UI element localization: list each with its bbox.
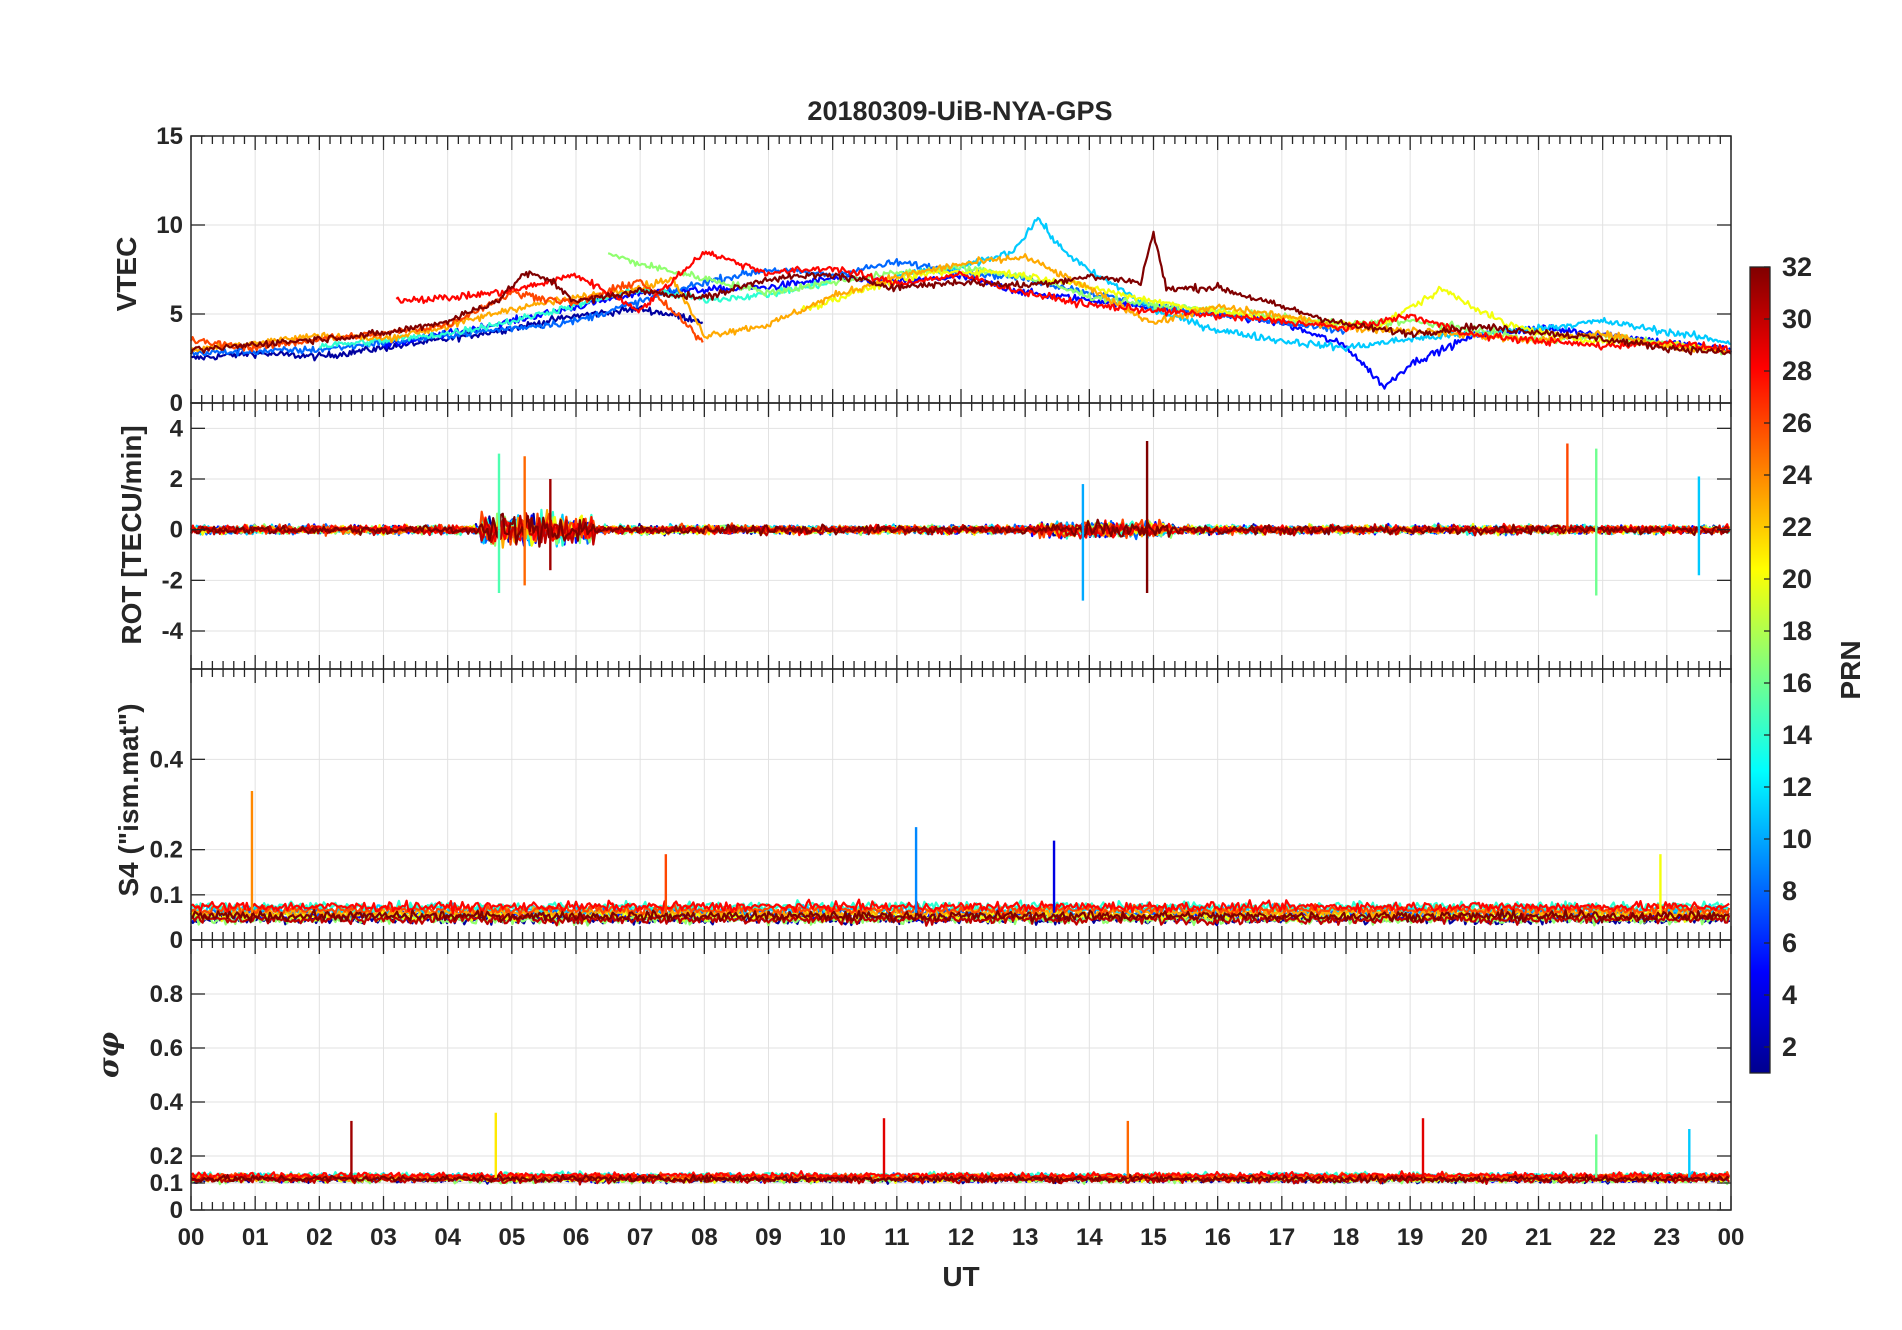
colorbar-tick-label: 28 bbox=[1782, 356, 1812, 386]
rot-traces bbox=[190, 441, 1731, 601]
panel-vtec: 0 5 10 15 VTEC bbox=[111, 123, 1733, 417]
colorbar-tick-label: 2 bbox=[1782, 1032, 1797, 1062]
vtec-trace-prn-23 bbox=[190, 253, 1732, 355]
sigma-phi-ylabel: σφ bbox=[92, 1031, 125, 1078]
colorbar-tick-label: 14 bbox=[1782, 720, 1812, 750]
x-tick-label: 18 bbox=[1333, 1224, 1360, 1251]
figure-title: 20180309-UiB-NYA-GPS bbox=[807, 96, 1112, 126]
x-axis-label: UT bbox=[942, 1261, 979, 1292]
sigma-phi-ticks: 00.10.2 0.4 0.6 0.8 bbox=[150, 939, 1732, 1224]
vtec-grid bbox=[190, 135, 1732, 404]
vtec-trace-prn-32 bbox=[189, 230, 1732, 356]
x-tick-label: 07 bbox=[627, 1224, 654, 1251]
s4-ytick-label: 0.4 bbox=[150, 746, 184, 773]
colorbar-tick-label: 18 bbox=[1782, 616, 1812, 646]
x-tick-label: 03 bbox=[370, 1224, 397, 1251]
colorbar-tick-label: 22 bbox=[1782, 512, 1812, 542]
x-tick-label: 23 bbox=[1653, 1224, 1680, 1251]
x-tick-label: 13 bbox=[1012, 1224, 1039, 1251]
panel-s4: 0 0.1 0.2 0.4 S4 ("ism.mat") bbox=[113, 668, 1732, 954]
vtec-trace-prn-11 bbox=[896, 216, 1732, 352]
x-tick-label: 15 bbox=[1140, 1224, 1167, 1251]
rot-trace-prn-32 bbox=[190, 512, 1731, 548]
sig-ytick-label: 0.4 bbox=[150, 1089, 184, 1116]
rot-grid bbox=[190, 403, 1732, 669]
x-tick-labels: 00 01 02 03 04 05 06 07 08 09 10 11 12 13 14 15 16 17 18 19… bbox=[178, 1224, 1745, 1251]
sig-ytick-label: 0.8 bbox=[150, 981, 183, 1008]
s4-ytick-label: 0 bbox=[170, 927, 183, 954]
x-tick-label: 04 bbox=[434, 1224, 461, 1251]
sig-trace-prn-32 bbox=[190, 1173, 1730, 1185]
sig-ytick-label: 0 bbox=[170, 1197, 183, 1224]
rot-ticks: -4 -2 0 2 4 bbox=[162, 402, 1732, 670]
x-tick-label: 00 bbox=[1718, 1224, 1745, 1251]
x-tick-label: 16 bbox=[1204, 1224, 1231, 1251]
x-tick-label: 17 bbox=[1268, 1224, 1295, 1251]
x-tick-label: 05 bbox=[498, 1224, 525, 1251]
vtec-ytick-label: 15 bbox=[156, 123, 183, 150]
panel-rot: -4 -2 0 2 4 ROT [TECU/min] bbox=[116, 402, 1732, 670]
colorbar-tick-label: 20 bbox=[1782, 564, 1812, 594]
vtec-ytick-label: 0 bbox=[170, 390, 183, 417]
colorbar-tick-label: 30 bbox=[1782, 304, 1812, 334]
x-tick-label: 20 bbox=[1461, 1224, 1488, 1251]
vtec-ylabel: VTEC bbox=[111, 237, 142, 312]
x-tick-label: 00 bbox=[178, 1224, 205, 1251]
x-tick-label: 14 bbox=[1076, 1224, 1103, 1251]
vtec-traces bbox=[189, 216, 1733, 390]
colorbar-tick-label: 6 bbox=[1782, 928, 1797, 958]
panel-sigma-phi: 00.10.2 0.4 0.6 0.8 σφ bbox=[92, 939, 1732, 1224]
x-tick-label: 01 bbox=[242, 1224, 269, 1251]
s4-ylabel: S4 ("ism.mat") bbox=[113, 703, 144, 896]
colorbar-tick-label: 10 bbox=[1782, 824, 1812, 854]
s4-trace-prn-28 bbox=[190, 898, 1730, 915]
vtec-ytick-label: 10 bbox=[156, 212, 183, 239]
x-tick-label: 21 bbox=[1525, 1224, 1552, 1251]
s4-trace-prn-26 bbox=[190, 902, 1731, 917]
rot-ytick-label: -4 bbox=[162, 618, 184, 645]
s4-traces bbox=[189, 790, 1731, 927]
s4-ytick-label: 0.2 bbox=[150, 837, 183, 864]
s4-trace-prn-32 bbox=[190, 908, 1730, 924]
s4-grid bbox=[190, 669, 1732, 941]
colorbar-label: PRN bbox=[1835, 640, 1866, 699]
rot-ytick-label: 4 bbox=[170, 415, 184, 442]
colorbar-gradient bbox=[1749, 266, 1771, 1074]
x-tick-label: 22 bbox=[1589, 1224, 1616, 1251]
vtec-ytick-label: 5 bbox=[170, 301, 183, 328]
colorbar-tick-label: 12 bbox=[1782, 772, 1812, 802]
rot-ytick-label: 2 bbox=[170, 466, 183, 493]
sig-ytick-label: 0.1 bbox=[150, 1170, 183, 1197]
x-tick-label: 08 bbox=[691, 1224, 718, 1251]
colorbar-tick-label: 32 bbox=[1782, 252, 1812, 282]
sig-ytick-label: 0.6 bbox=[150, 1035, 183, 1062]
colorbar-tick-label: 26 bbox=[1782, 408, 1812, 438]
rot-ylabel: ROT [TECU/min] bbox=[116, 425, 147, 644]
x-tick-label: 12 bbox=[948, 1224, 975, 1251]
colorbar-tick-label: 8 bbox=[1782, 876, 1797, 906]
sigma-phi-grid bbox=[190, 940, 1732, 1211]
vtec-trace-prn-2 bbox=[190, 305, 704, 362]
x-tick-label: 10 bbox=[819, 1224, 846, 1251]
rot-ytick-label: -2 bbox=[162, 567, 183, 594]
x-tick-label: 11 bbox=[884, 1224, 909, 1251]
sig-ytick-label: 0.2 bbox=[150, 1143, 183, 1170]
s4-ytick-label: 0.1 bbox=[150, 882, 183, 909]
colorbar-tick-label: 24 bbox=[1782, 460, 1812, 490]
rot-ytick-label: 0 bbox=[170, 517, 183, 544]
colorbar-tick-label: 16 bbox=[1782, 668, 1812, 698]
x-tick-label: 09 bbox=[755, 1224, 782, 1251]
x-tick-label: 02 bbox=[306, 1224, 333, 1251]
x-tick-label: 19 bbox=[1397, 1224, 1424, 1251]
x-tick-label: 06 bbox=[563, 1224, 590, 1251]
vtec-trace-prn-28 bbox=[395, 250, 1732, 354]
colorbar-tick-label: 4 bbox=[1782, 980, 1797, 1010]
sigma-phi-traces bbox=[190, 1112, 1731, 1186]
